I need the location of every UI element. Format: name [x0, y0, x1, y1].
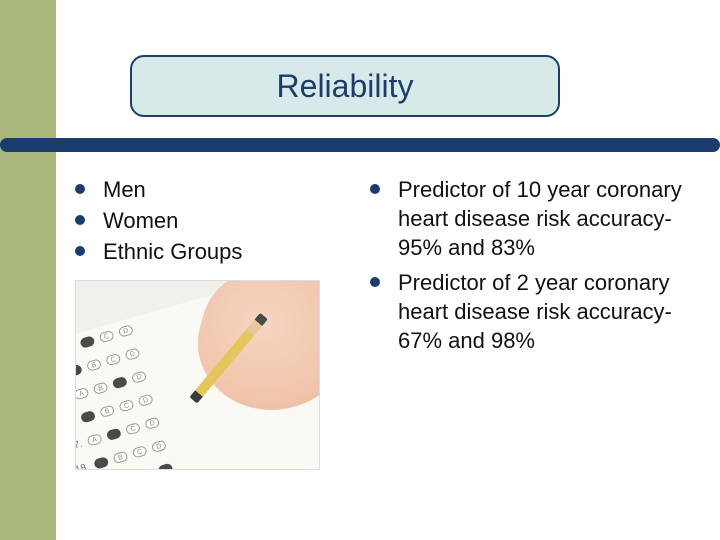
- answer-bubble: B: [99, 405, 115, 418]
- answer-bubble: C: [138, 468, 154, 470]
- answer-bubble: B: [79, 335, 95, 348]
- answer-bubble: B: [93, 382, 109, 395]
- answer-bubble: D: [157, 463, 173, 470]
- bullet-text: Predictor of 10 year coronary heart dise…: [398, 175, 700, 262]
- slide-title: Reliability: [277, 68, 414, 105]
- answer-bubble: C: [125, 422, 141, 435]
- bullet-text: Women: [103, 206, 178, 235]
- scantron-image: 13.ABCD14.ABCD15.ABCD16.ABCD17.ABCD18.AB…: [75, 280, 320, 470]
- answer-bubble: C: [132, 445, 148, 458]
- answer-bubble: D: [144, 417, 160, 430]
- list-item: Predictor of 2 year coronary heart disea…: [370, 268, 700, 355]
- answer-bubble: A: [93, 456, 109, 469]
- answer-bubble: A: [80, 410, 96, 423]
- answer-bubble: C: [118, 399, 134, 412]
- answer-bubble: A: [87, 433, 103, 446]
- row-number: 18.: [75, 460, 96, 470]
- answer-bubble: A: [75, 341, 76, 354]
- bullet-icon: [75, 246, 85, 256]
- answer-bubble: A: [75, 364, 83, 377]
- answer-bubble: D: [118, 324, 134, 337]
- list-item: Ethnic Groups: [75, 237, 370, 266]
- answer-bubble: C: [99, 330, 115, 343]
- bullet-icon: [370, 184, 380, 194]
- bullet-text: Men: [103, 175, 146, 204]
- title-box: Reliability: [130, 55, 560, 117]
- answer-bubble: D: [138, 394, 154, 407]
- left-column: Men Women Ethnic Groups 13.ABCD14.ABCD15…: [75, 175, 370, 470]
- right-column: Predictor of 10 year coronary heart dise…: [370, 175, 700, 470]
- answer-bubble: B: [112, 451, 128, 464]
- answer-bubble: A: [75, 387, 90, 400]
- bullet-icon: [370, 277, 380, 287]
- answer-bubble: B: [106, 428, 122, 441]
- answer-bubble: D: [131, 370, 147, 383]
- bullet-icon: [75, 215, 85, 225]
- answer-bubble: C: [112, 376, 128, 389]
- answer-bubble: D: [151, 440, 167, 453]
- bullet-text: Predictor of 2 year coronary heart disea…: [398, 268, 700, 355]
- list-item: Women: [75, 206, 370, 235]
- left-accent-stripe: [0, 0, 56, 540]
- bullet-text: Ethnic Groups: [103, 237, 242, 266]
- answer-bubble: D: [124, 347, 140, 360]
- bullet-icon: [75, 184, 85, 194]
- content-area: Men Women Ethnic Groups 13.ABCD14.ABCD15…: [75, 175, 710, 470]
- answer-bubble: B: [86, 358, 102, 371]
- answer-bubble: C: [105, 353, 121, 366]
- list-item: Men: [75, 175, 370, 204]
- list-item: Predictor of 10 year coronary heart dise…: [370, 175, 700, 262]
- divider-bar: [0, 138, 720, 152]
